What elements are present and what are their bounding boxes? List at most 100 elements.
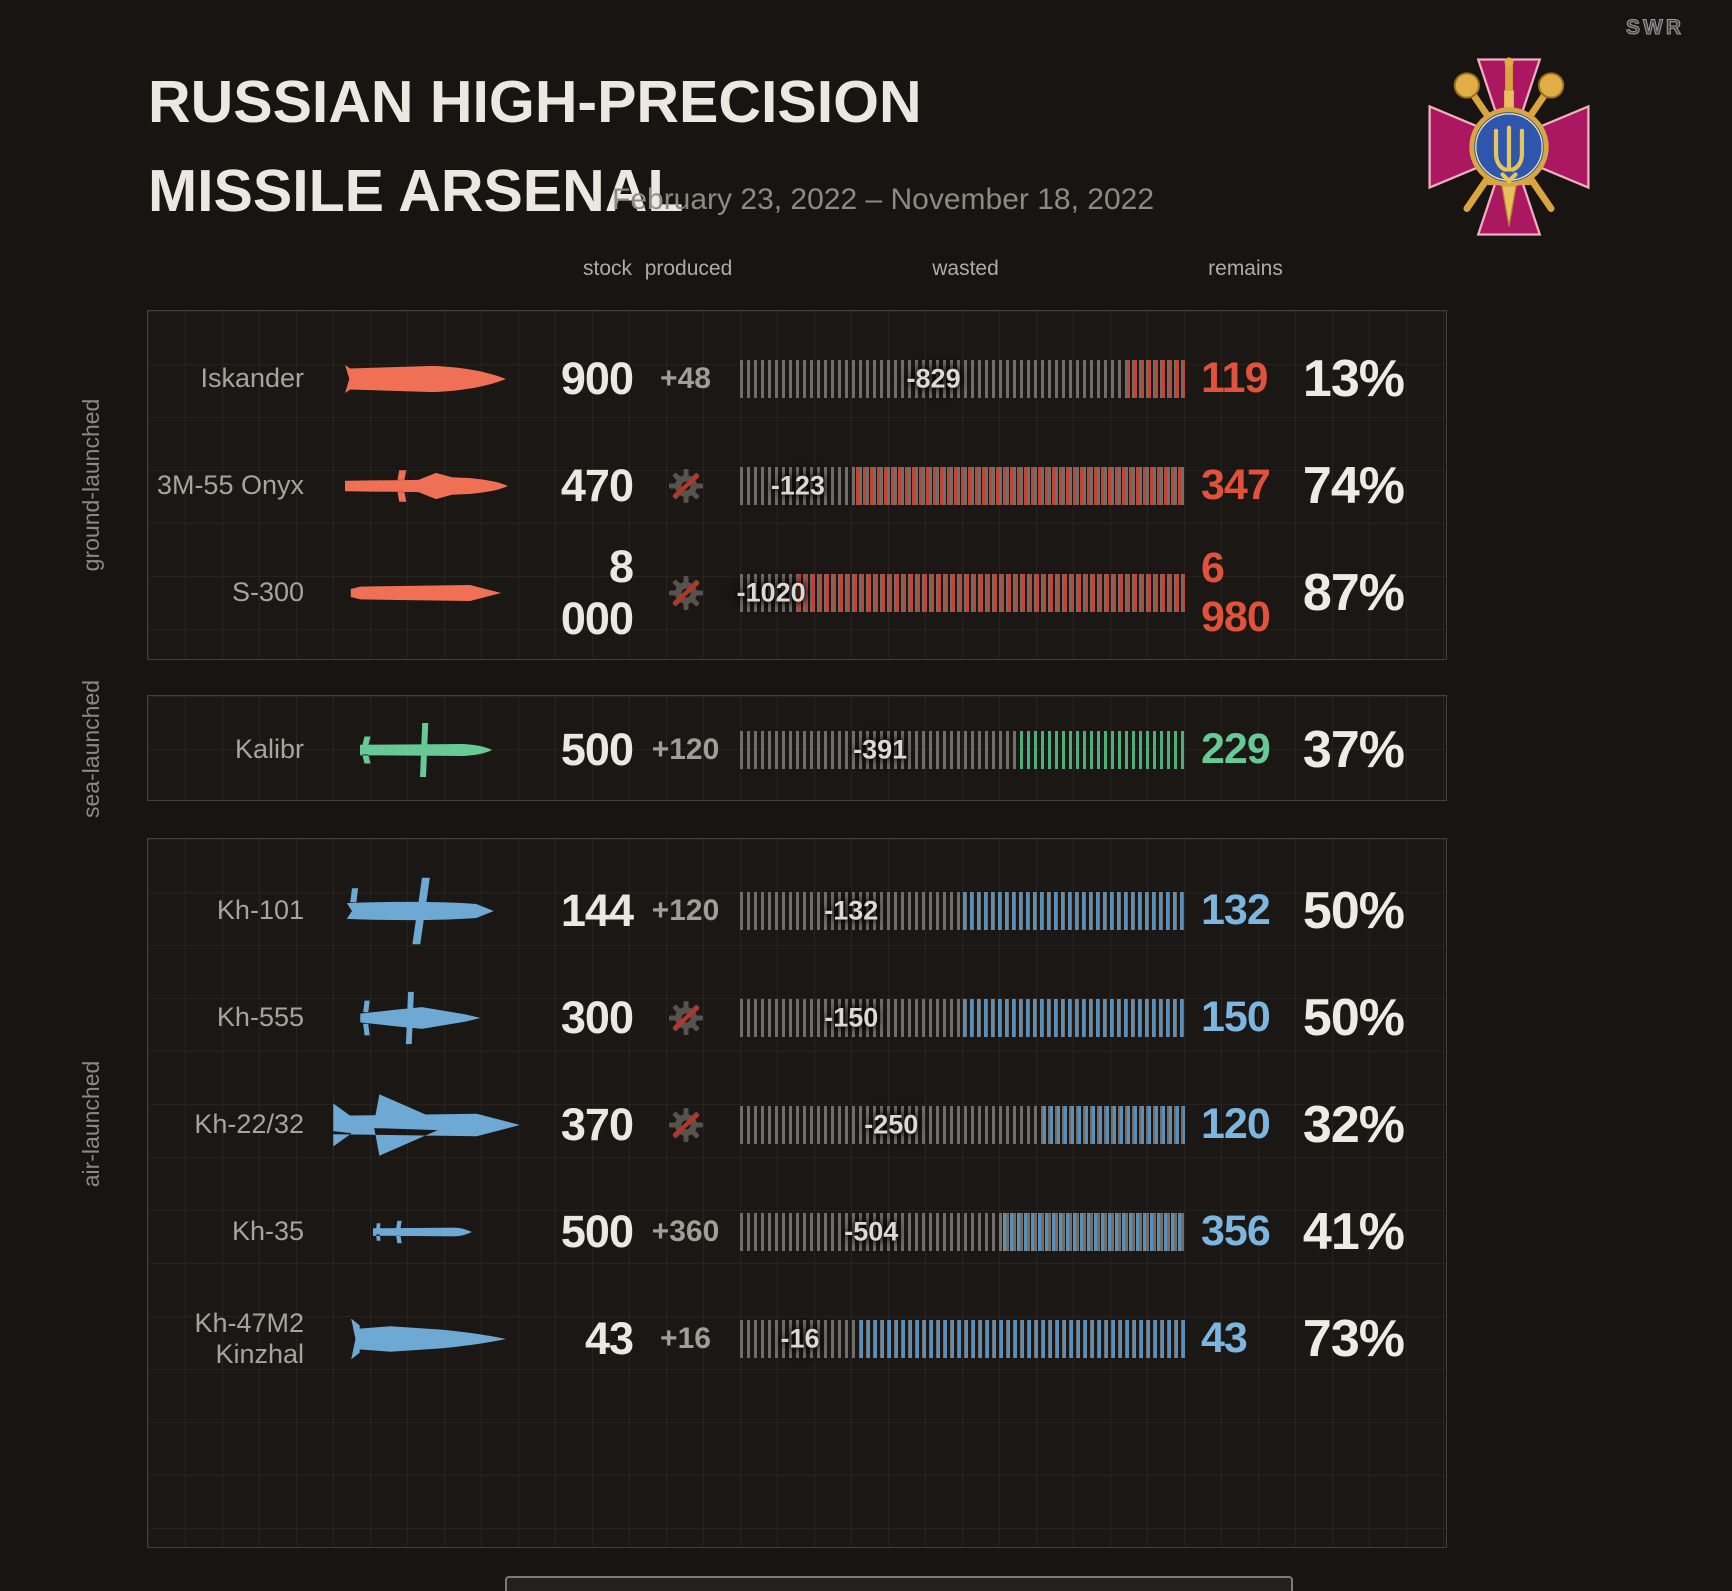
panel-air-launched: Kh-101 144 +120 -132 132 50% Kh-555 300 -150 150 5… [147, 838, 1447, 1548]
remains-percent: 32% [1302, 1095, 1405, 1154]
wasted-remains-bar: -391 [740, 730, 1185, 769]
no-production-icon [667, 467, 705, 505]
legend-box-partial [505, 1576, 1293, 1591]
stock-value: 900 [560, 352, 634, 404]
swr-logo: SWR [1626, 16, 1684, 40]
remains-value: 120 [1201, 1100, 1271, 1148]
missile-row: S-300 8 000 -1020 6 980 87% [148, 539, 1446, 646]
produced-none [633, 999, 738, 1037]
missile-name: Kh-47M2 Kinzhal [194, 1307, 304, 1369]
wasted-remains-bar: -16 [740, 1319, 1185, 1358]
remains-ticks [797, 573, 1185, 612]
kh555-missile-icon [360, 991, 481, 1044]
no-production-icon [667, 1106, 705, 1144]
produced-value: +16 [660, 1321, 711, 1355]
stock-value: 370 [560, 1098, 634, 1150]
missile-name: Kh-35 [231, 1216, 304, 1246]
remains-value: 150 [1201, 993, 1271, 1041]
stock-value: 144 [560, 884, 634, 936]
group-label-ground-launched: ground-launched [78, 398, 104, 571]
no-production-gear-icon [668, 468, 703, 503]
remains-value: 347 [1201, 461, 1271, 509]
wasted-value: -123 [770, 470, 825, 500]
column-header-wasted: wasted [932, 257, 999, 280]
wasted-value: -132 [824, 895, 879, 925]
wasted-remains-bar: -123 [740, 466, 1185, 505]
remains-ticks [1002, 1212, 1185, 1251]
missile-row: Kh-555 300 -150 150 50% [148, 964, 1446, 1071]
group-label-sea-launched: sea-launched [78, 679, 104, 818]
missile-icon-cell [318, 1187, 533, 1277]
missile-row: Kalibr 500 +120 -391 229 37% [148, 696, 1446, 803]
missile-icon-cell [318, 1064, 533, 1186]
missile-name: Kalibr [234, 734, 304, 764]
title-line-1: RUSSIAN HIGH-PRECISION [148, 69, 922, 135]
no-production-gear-icon [668, 1107, 703, 1142]
remains-percent: 50% [1302, 881, 1405, 940]
wasted-ticks [740, 359, 1185, 398]
missile-icon-cell [318, 324, 533, 434]
kh35-missile-icon [373, 1220, 472, 1243]
missile-row: Kh-101 144 +120 -132 132 50% [148, 857, 1446, 964]
wasted-value: -1020 [736, 577, 806, 607]
column-header-remains: remains [1208, 257, 1283, 280]
remains-percent: 74% [1302, 456, 1405, 515]
remains-value: 43 [1201, 1314, 1248, 1362]
missile-row: Kh-35 500 +360 -504 356 41% [148, 1178, 1446, 1285]
s300-missile-icon [350, 584, 501, 601]
stock-value: 43 [584, 1312, 634, 1364]
column-headers: stock produced wasted remains [147, 252, 1447, 286]
title-line-2: MISSILE ARSENAL [148, 158, 684, 224]
produced-none [633, 467, 738, 505]
column-header-produced: produced [644, 257, 733, 280]
no-production-gear-icon [668, 575, 703, 610]
missile-icon-cell [318, 700, 533, 800]
no-production-gear-icon [668, 1000, 703, 1035]
missile-name: Iskander [200, 363, 304, 393]
missile-icon-cell [318, 541, 533, 645]
ukraine-armed-forces-emblem-icon [1428, 57, 1590, 236]
missile-icon-cell [318, 856, 533, 966]
produced-value: +120 [651, 893, 720, 927]
remains-ticks [1042, 1105, 1185, 1144]
panel-sea-launched: Kalibr 500 +120 -391 229 37% [147, 695, 1447, 801]
remains-percent: 13% [1302, 349, 1405, 408]
date-range: February 23, 2022 – November 18, 2022 [612, 183, 1155, 216]
missile-name: Kh-101 [216, 895, 304, 925]
missile-name: Kh-22/32 [194, 1109, 304, 1139]
produced-value: +48 [660, 361, 711, 395]
onyx-missile-icon [345, 469, 508, 502]
panel-ground-launched: Iskander 900 +48 -829 119 13% 3M-55 Onyx 470 -12… [147, 310, 1447, 660]
wasted-value: -391 [853, 734, 908, 764]
missile-icon-cell [318, 431, 533, 541]
wasted-remains-bar: -1020 [736, 573, 1185, 612]
produced-none [633, 1106, 738, 1144]
missile-name: S-300 [231, 577, 304, 607]
kh101-missile-icon [346, 877, 494, 944]
remains-ticks [1020, 730, 1185, 769]
stock-value: 8 000 [560, 540, 634, 644]
wasted-remains-bar: -150 [740, 998, 1185, 1037]
missile-icon-cell [318, 969, 533, 1067]
no-production-icon [667, 999, 705, 1037]
produced-none [633, 574, 738, 612]
produced-value: +360 [651, 1214, 720, 1248]
stock-value: 300 [560, 991, 634, 1043]
wasted-value: -16 [780, 1323, 820, 1353]
remains-value: 229 [1201, 725, 1271, 773]
missile-name: Kh-555 [216, 1002, 304, 1032]
missile-icon-cell [318, 1285, 533, 1393]
wasted-value: -250 [864, 1109, 919, 1139]
remains-percent: 41% [1302, 1202, 1405, 1261]
remains-value: 119 [1201, 354, 1268, 402]
kh2232-missile-icon [333, 1093, 520, 1156]
remains-ticks [962, 891, 1185, 930]
wasted-value: -504 [844, 1216, 899, 1246]
group-label-air-launched: air-launched [78, 1060, 104, 1187]
wasted-value: -150 [824, 1002, 879, 1032]
page-title: RUSSIAN HIGH-PRECISION MISSILE ARSENAL [148, 58, 922, 236]
no-production-icon [667, 574, 705, 612]
missile-name: 3M-55 Onyx [156, 470, 304, 500]
stock-value: 470 [560, 459, 634, 511]
remains-ticks [962, 998, 1185, 1037]
